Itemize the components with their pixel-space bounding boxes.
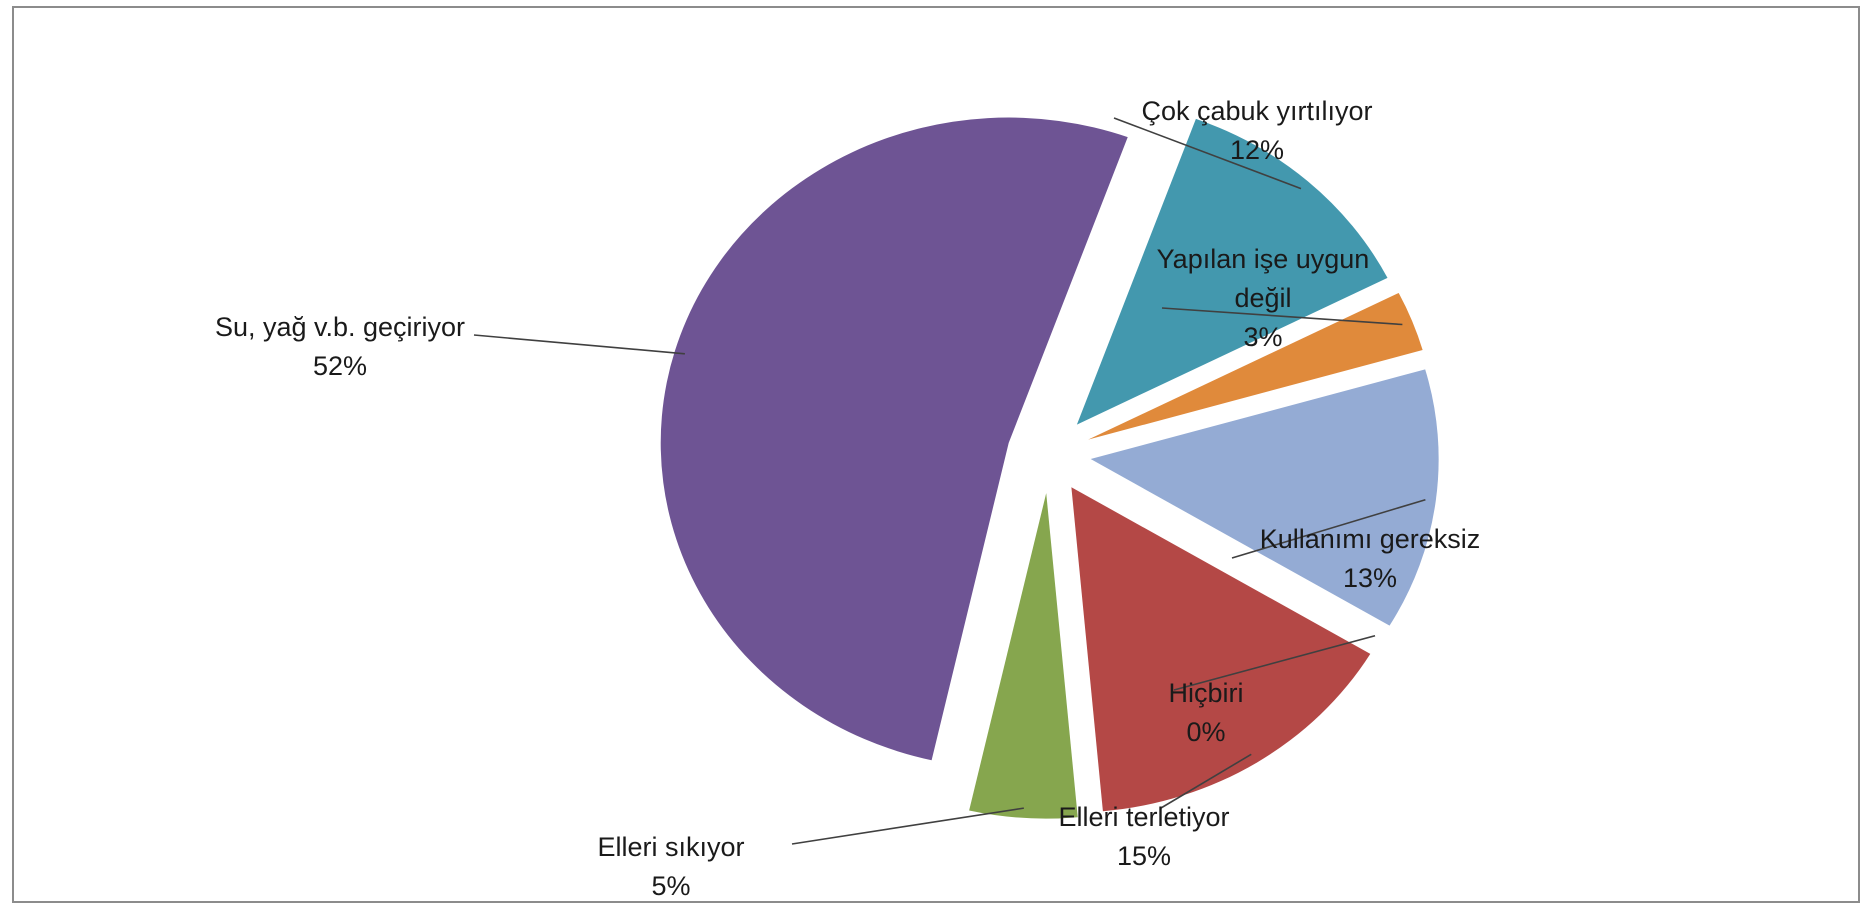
slice-yapılan-işe-uygun-değil [1088,292,1423,440]
slice-elleri-sıkıyor [969,493,1078,819]
slice-hiçbiri-label: Hiçbiri 0% [1168,674,1243,752]
slice-çok-çabuk-yırtılıyor-label: Çok çabuk yırtılıyor 12% [1141,92,1372,170]
pie-chart [473,117,1439,845]
slice-su-yağ-v-b-geçiriyor [660,117,1128,761]
slice-çok-çabuk-yırtılıyor [1076,118,1388,425]
slice-elleri-terletiyor-leader-line [1160,753,1252,809]
slice-su-yağ-v-b-geçiriyor-label: Su, yağ v.b. geçiriyor 52% [215,308,465,386]
slice-elleri-terletiyor-label: Elleri terletiyor 15% [1058,798,1229,876]
slice-su-yağ-v-b-geçiriyor-category-text: Su, yağ v.b. geçiriyor [214,312,466,342]
slice-elleri-terletiyor [1071,487,1371,812]
slice-su-yağ-v-b-geçiriyor-percent-text: 52% [312,351,368,381]
slice-hiçbiri-category-text: Hiçbiri [1168,678,1244,708]
slice-yapılan-işe-uygun-değil-label: Yapılan işe uygun değil 3% [1157,240,1370,357]
slice-elleri-sıkıyor-label: Elleri sıkıyor 5% [597,828,744,906]
slice-elleri-sıkıyor-percent-text: 5% [651,871,691,901]
slice-elleri-terletiyor-percent-text: 15% [1116,841,1172,871]
slice-yapılan-işe-uygun-değil-leader-line [1161,307,1403,326]
slice-hiçbiri-leader-line [1173,634,1376,691]
slice-yapılan-işe-uygun-değil-category-text: değil [1234,283,1292,313]
slice-elleri-sıkıyor-leader-line [791,807,1024,845]
slice-çok-çabuk-yırtılıyor-percent-text: 12% [1229,135,1285,165]
slice-çok-çabuk-yırtılıyor-category-text: Çok çabuk yırtılıyor [1141,96,1373,126]
leader-lines-layer [473,117,1426,845]
slice-kullanımı-gereksiz-label: Kullanımı gereksiz 13% [1260,520,1481,598]
slice-elleri-terletiyor-category-text: Elleri terletiyor [1058,802,1230,832]
slice-çok-çabuk-yırtılıyor-leader-line [1113,117,1302,190]
slice-su-yağ-v-b-geçiriyor-leader-line [473,334,685,355]
chart-frame: Çok çabuk yırtılıyor 12% Yapılan işe uygun… [12,6,1860,903]
slice-yapılan-işe-uygun-değil-percent-text: 3% [1243,322,1283,352]
slice-hiçbiri-percent-text: 0% [1186,717,1226,747]
slices-layer [660,117,1439,819]
slice-elleri-sıkıyor-category-text: Elleri sıkıyor [597,832,745,862]
slice-yapılan-işe-uygun-değil-category-text: Yapılan işe uygun [1156,244,1370,274]
slice-kullanımı-gereksiz [1090,369,1439,626]
slice-kullanımı-gereksiz-percent-text: 13% [1342,563,1398,593]
slice-kullanımı-gereksiz-category-text: Kullanımı gereksiz [1259,524,1481,554]
slice-kullanımı-gereksiz-leader-line [1231,498,1426,559]
